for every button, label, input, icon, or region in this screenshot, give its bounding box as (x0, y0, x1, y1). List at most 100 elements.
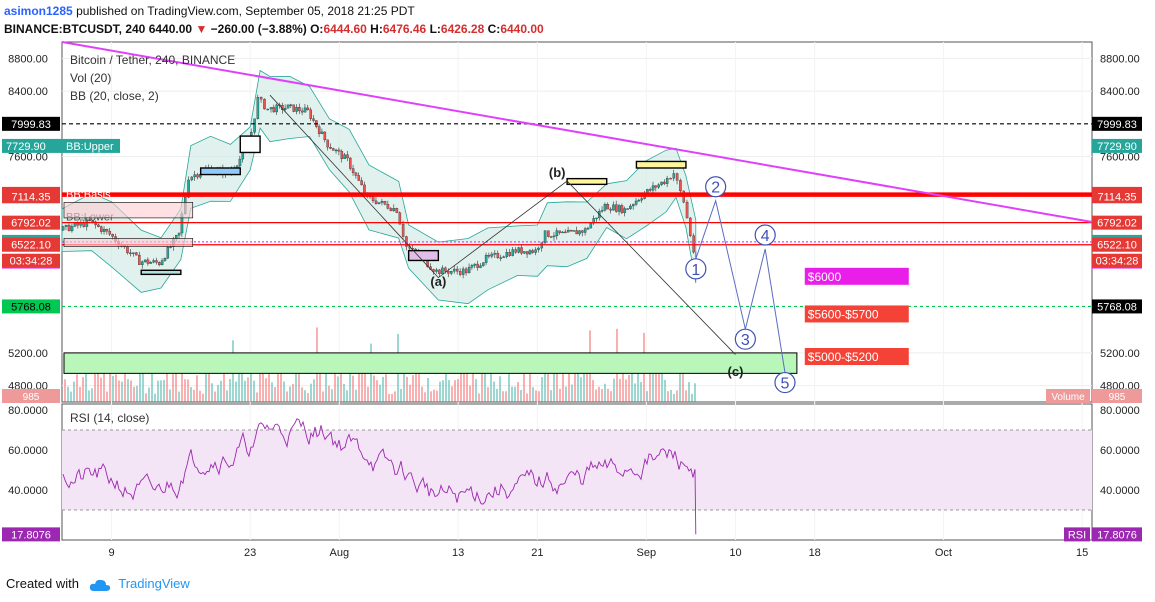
volume-bar (253, 380, 255, 402)
candle-body (537, 247, 540, 250)
price-chart[interactable]: 8800.00 8800.00 8400.00 8400.00 7600.00 7600.… (0, 40, 1155, 570)
candle-body (520, 247, 523, 254)
candle-body (564, 231, 567, 234)
candle-body (447, 271, 450, 274)
candle-body (612, 204, 615, 211)
volume-bar (544, 365, 546, 402)
volume-bar (475, 379, 477, 402)
candle-body (484, 255, 488, 263)
candle-body (467, 267, 471, 274)
candle-body (332, 148, 335, 151)
volume-bar (571, 384, 573, 402)
volume-bar (649, 364, 651, 402)
candle-body (458, 271, 462, 275)
candle-body (300, 110, 304, 113)
volume-bar (622, 366, 624, 402)
low-label: L: (429, 22, 441, 36)
candle-body (334, 149, 338, 152)
price-level-label-left: 6522.10 (11, 240, 51, 252)
candle-body (523, 251, 526, 254)
candle-body (487, 255, 491, 257)
candle-body (100, 226, 103, 232)
candle-body (569, 230, 573, 232)
bb-upper-tag-right (1092, 138, 1142, 153)
volume-bar (121, 381, 123, 402)
candle-body (514, 249, 517, 253)
candle-body (586, 227, 590, 230)
volume-bar (178, 391, 180, 402)
volume-bar (88, 390, 90, 402)
y-tick-label-right: 8400.00 (1100, 86, 1140, 98)
volume-bars (64, 327, 696, 402)
wave-label-a: (a) (430, 274, 446, 289)
x-tick-label: 18 (809, 547, 821, 559)
volume-bar (223, 366, 225, 402)
abc-correction-path (269, 94, 736, 355)
volume-bar (553, 371, 555, 402)
candle-body (679, 180, 682, 192)
volume-bar (481, 372, 483, 402)
candle-body (132, 252, 135, 254)
tradingview-link[interactable]: TradingView (118, 576, 190, 591)
candle-body (555, 230, 559, 237)
volume-bar (445, 373, 447, 402)
volume-bar (490, 366, 492, 402)
volume-bar (646, 391, 648, 402)
candle-body (102, 229, 106, 232)
candle-body (634, 200, 638, 205)
candle-body (572, 230, 576, 232)
highlight-box (566, 177, 608, 186)
candle-body (578, 230, 581, 235)
countdown-tag-right (1092, 253, 1142, 268)
volume-bar (511, 386, 513, 402)
volume-bar (199, 390, 201, 402)
candles (61, 94, 695, 279)
candle-body (286, 104, 290, 109)
volume-bar (127, 379, 129, 402)
candle-body (453, 268, 456, 272)
volume-bar (247, 377, 249, 402)
volume-bar (427, 378, 429, 402)
candle-body (357, 175, 361, 181)
candle-body (470, 265, 474, 268)
candle-body (479, 265, 482, 268)
volume-bar (100, 377, 102, 402)
volume-bar (70, 391, 72, 402)
candle-body (256, 97, 260, 119)
volume-bar (682, 371, 684, 402)
high-value: 6476.46 (382, 22, 427, 36)
volume-bar (136, 385, 138, 402)
created-with-text: Created with (6, 576, 79, 591)
volume-bar (439, 381, 441, 402)
candle-body (187, 179, 190, 198)
candle-body (129, 252, 132, 255)
candle-body (70, 226, 74, 232)
resistance-box (63, 238, 194, 247)
volume-bar (97, 364, 99, 402)
volume-bar (538, 391, 540, 402)
candle-body (547, 230, 550, 237)
rsi-value-tag-left (2, 527, 60, 542)
rsi-tag-label: RSI (1068, 529, 1086, 541)
volume-bar (229, 379, 231, 402)
volume-bar (520, 389, 522, 402)
volume-bar (79, 386, 81, 402)
candle-body (340, 151, 344, 160)
candle-body (464, 268, 468, 274)
candle-body (241, 152, 245, 160)
volume-bar (154, 393, 156, 402)
volume-bar (496, 388, 498, 402)
price-level-tag-left (2, 189, 60, 204)
author-name[interactable]: asimon1285 (4, 4, 73, 18)
support-zone (63, 352, 798, 374)
y-tick-label-right: 5200.00 (1100, 348, 1140, 360)
volume-bar (460, 370, 462, 402)
wave-number-4: 4 (761, 228, 770, 245)
volume-bar (160, 380, 162, 402)
price-level-label-left: 7999.83 (11, 119, 51, 131)
volume-bar (640, 382, 642, 402)
target-box (804, 348, 909, 365)
candle-body (654, 185, 658, 188)
candle-body (589, 223, 593, 229)
rsi-value-right: 17.8076 (1097, 529, 1137, 541)
